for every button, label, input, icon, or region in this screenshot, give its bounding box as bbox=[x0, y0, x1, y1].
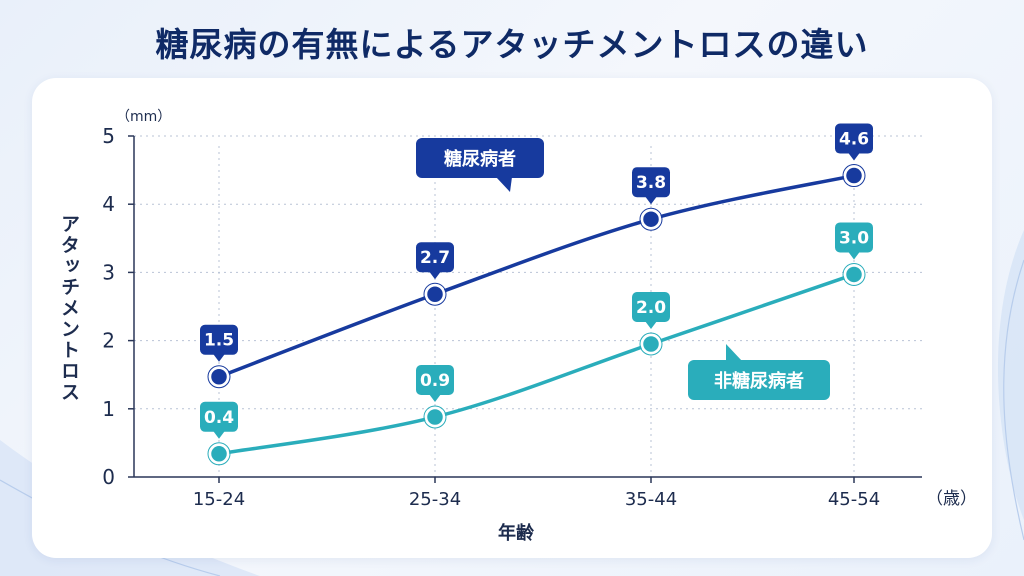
y-tick-label: 4 bbox=[102, 192, 115, 216]
data-label-pointer bbox=[213, 430, 225, 439]
data-label-box bbox=[835, 222, 873, 253]
x-tick-label: 45-54 bbox=[828, 489, 880, 510]
data-label-box bbox=[416, 364, 454, 395]
y-tick-labels: 0 1 2 3 4 5 bbox=[102, 124, 115, 489]
data-point-ring bbox=[639, 332, 663, 356]
data-label-pointer bbox=[645, 196, 657, 205]
x-tick-label: 35-44 bbox=[625, 489, 677, 510]
y-tick-label: 3 bbox=[102, 260, 115, 284]
legend-nondiabetic-pointer bbox=[726, 344, 742, 361]
y-unit-label: （mm） bbox=[116, 109, 171, 125]
data-point bbox=[843, 165, 865, 186]
data-label: 3.8 bbox=[636, 173, 666, 193]
x-axis-title: 年齢 bbox=[498, 522, 535, 544]
legend-diabetic-box bbox=[416, 138, 544, 178]
y-axis-title: アタッチメントロス bbox=[58, 214, 80, 403]
data-label: 0.9 bbox=[420, 371, 450, 391]
data-label: 1.5 bbox=[204, 331, 234, 351]
data-label-box bbox=[632, 167, 670, 198]
data-label-pointer bbox=[848, 152, 860, 161]
axes bbox=[133, 136, 922, 478]
data-point bbox=[424, 406, 446, 428]
data-point-ring bbox=[842, 164, 866, 188]
data-label-box bbox=[835, 123, 873, 154]
data-point bbox=[640, 208, 662, 230]
x-unit-label: （歳） bbox=[926, 489, 977, 509]
data-point bbox=[843, 264, 865, 285]
data-point-ring bbox=[207, 365, 231, 389]
data-label: 4.6 bbox=[839, 130, 869, 150]
legend-diabetic-label: 糖尿病者 bbox=[444, 148, 516, 170]
data-label-pointer bbox=[213, 353, 225, 362]
data-label-pointer bbox=[429, 393, 441, 402]
grid-lines bbox=[128, 135, 922, 483]
data-label: 0.4 bbox=[204, 408, 234, 428]
legend-diabetic: 糖尿病者 bbox=[416, 138, 544, 192]
data-point-ring bbox=[423, 282, 447, 306]
y-tick-label: 5 bbox=[102, 124, 115, 148]
series-line-0 bbox=[217, 173, 856, 379]
y-tick-label: 2 bbox=[102, 329, 115, 353]
series-layer: 1.5 2.7 3.8 4.6 0.4 0.9 2.0 3.0 bbox=[200, 123, 873, 466]
data-label-pointer bbox=[429, 271, 441, 280]
x-tick-labels: 15-24 25-34 35-44 45-54 bbox=[193, 489, 880, 510]
data-point bbox=[424, 283, 446, 305]
y-tick-label: 1 bbox=[102, 397, 115, 421]
data-label-pointer bbox=[645, 321, 657, 330]
data-label-pointer bbox=[848, 251, 860, 260]
x-tick-label: 25-34 bbox=[409, 489, 461, 510]
data-label: 2.7 bbox=[420, 248, 450, 268]
data-point-ring bbox=[207, 442, 231, 466]
data-point-ring bbox=[639, 207, 663, 231]
data-label: 3.0 bbox=[839, 228, 869, 248]
data-point bbox=[640, 333, 662, 355]
series-line-1 bbox=[217, 272, 856, 456]
legend-nondiabetic-label: 非糖尿病者 bbox=[714, 370, 804, 392]
legend-nondiabetic: 非糖尿病者 bbox=[688, 344, 830, 400]
legend-nondiabetic-box bbox=[688, 360, 830, 400]
x-tick-label: 15-24 bbox=[193, 489, 245, 510]
data-point-ring bbox=[842, 262, 866, 286]
data-point-ring bbox=[423, 405, 447, 429]
data-label: 2.0 bbox=[636, 298, 666, 318]
legend-diabetic-pointer bbox=[496, 177, 512, 192]
data-label-box bbox=[200, 324, 238, 355]
data-point bbox=[208, 366, 230, 387]
data-point bbox=[208, 443, 230, 465]
data-label-box bbox=[632, 292, 670, 323]
y-tick-label: 0 bbox=[102, 465, 115, 489]
data-label-box bbox=[200, 401, 238, 432]
data-label-box bbox=[416, 242, 454, 273]
page-title: 糖尿病の有無によるアタッチメントロスの違い bbox=[155, 25, 869, 64]
